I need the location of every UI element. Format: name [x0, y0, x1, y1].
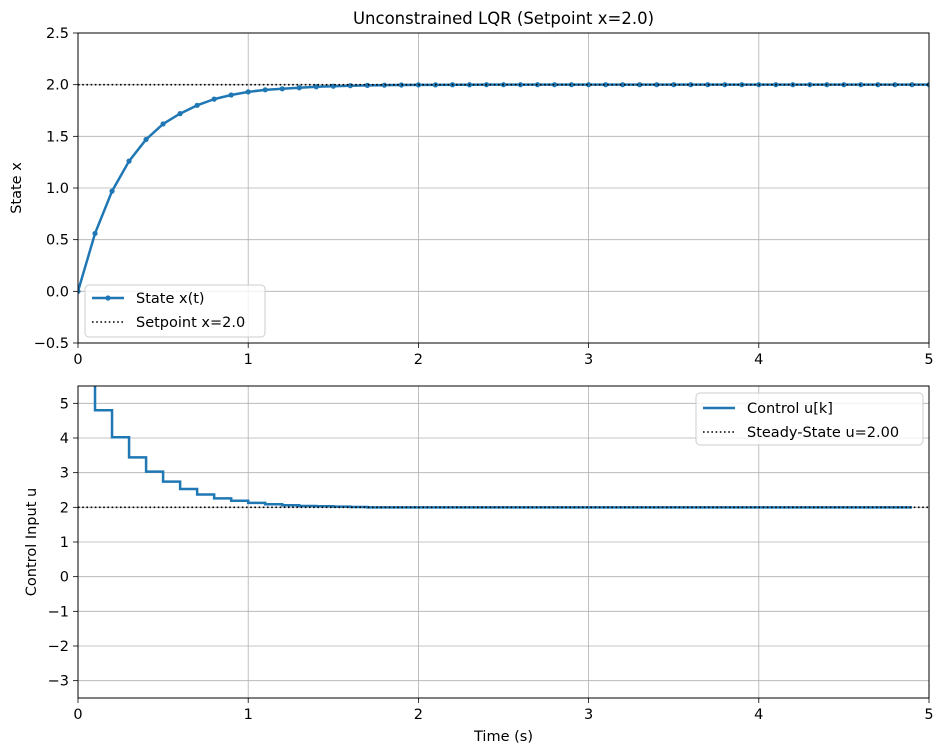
- state-data-point: [177, 111, 183, 117]
- state-legend-label-setpoint: Setpoint x=2.0: [136, 315, 245, 331]
- state-panel: 0 1 2 3 4 5 −0.5 0.0 0.5 1.0 1.5 2.0 2.5 Unconstrai…: [9, 9, 934, 368]
- state-data-point: [160, 121, 166, 127]
- control-y-tick-label: 3: [60, 466, 69, 482]
- state-data-point: [228, 92, 234, 98]
- state-data-point: [194, 102, 200, 108]
- state-y-axis-label: State x: [9, 162, 25, 214]
- state-legend-dot-swatch: [105, 295, 111, 301]
- state-data-point: [262, 87, 268, 93]
- state-y-ticks: −0.5 0.0 0.5 1.0 1.5 2.0 2.5: [34, 26, 78, 352]
- control-x-ticks: 0 1 2 3 4 5: [73, 698, 934, 723]
- control-x-tick-label: 5: [924, 707, 933, 723]
- control-legend-label-control: Control u[k]: [747, 401, 833, 417]
- state-data-point: [92, 230, 98, 237]
- state-chart-title: Unconstrained LQR (Setpoint x=2.0): [353, 9, 654, 28]
- state-legend: State x(t) Setpoint x=2.0: [84, 284, 266, 338]
- state-data-point: [551, 82, 558, 88]
- state-data-point: [671, 82, 677, 88]
- state-y-tick-label: 2.5: [46, 26, 69, 42]
- state-x-tick-label: 5: [924, 352, 933, 368]
- state-y-tick-label: 1.5: [46, 129, 69, 145]
- control-y-ticks: −3 −2 −1 0 1 2 3 4 5: [48, 396, 78, 690]
- control-legend-box: [695, 392, 924, 446]
- state-data-point: [296, 85, 302, 91]
- state-data-point: [126, 158, 132, 164]
- state-x-tick-label: 0: [73, 352, 82, 368]
- control-x-tick-label: 4: [754, 707, 763, 723]
- state-x-tick-label: 2: [414, 352, 423, 368]
- state-y-tick-label: 0.5: [46, 233, 69, 249]
- state-axes-frame: [77, 32, 930, 344]
- state-data-point: [211, 96, 217, 102]
- control-y-axis-label: Control Input u: [24, 488, 40, 596]
- state-data-point: [398, 82, 404, 88]
- control-legend: Control u[k] Steady-State u=2.00: [695, 392, 924, 446]
- control-y-tick-label: −3: [48, 674, 69, 690]
- state-data-point: [143, 136, 149, 143]
- control-y-tick-label: 5: [60, 396, 69, 412]
- state-x-tick-label: 3: [584, 352, 593, 368]
- state-data-point: [705, 82, 711, 88]
- state-y-tick-label: −0.5: [34, 336, 69, 352]
- control-x-tick-label: 0: [73, 707, 82, 723]
- state-data-point: [534, 82, 541, 88]
- control-x-axis-label: Time (s): [473, 729, 533, 745]
- control-y-tick-label: 4: [60, 431, 69, 447]
- control-x-tick-label: 2: [414, 707, 423, 723]
- control-y-tick-label: 2: [60, 500, 69, 516]
- control-legend-label-steady: Steady-State u=2.00: [747, 425, 899, 441]
- state-legend-box: [84, 284, 266, 338]
- state-data-point: [109, 188, 115, 194]
- state-x-ticks: 0 1 2 3 4 5: [73, 343, 934, 368]
- state-data-point: [620, 82, 626, 88]
- state-data-point: [245, 89, 251, 95]
- state-data-point: [78, 288, 81, 294]
- state-y-tick-label: 2.0: [46, 78, 69, 94]
- state-data-point: [858, 82, 864, 88]
- control-plot-area: [78, 386, 929, 509]
- state-data-point: [586, 82, 592, 88]
- state-data-point: [909, 82, 915, 88]
- control-y-tick-label: −2: [48, 639, 69, 655]
- control-y-tick-label: −1: [48, 604, 69, 620]
- control-x-tick-label: 1: [244, 707, 253, 723]
- state-y-tick-label: 1.0: [46, 181, 69, 197]
- state-data-point: [637, 82, 643, 88]
- control-step-series: [93, 386, 912, 509]
- state-x-tick-label: 1: [244, 352, 253, 368]
- state-data-point: [603, 82, 609, 88]
- control-y-tick-label: 1: [60, 535, 69, 551]
- state-legend-label-state: State x(t): [136, 291, 205, 307]
- state-data-point: [892, 82, 898, 88]
- state-data-point: [568, 82, 575, 88]
- control-y-tick-label: 0: [60, 570, 69, 586]
- control-panel: 0 1 2 3 4 5 −3 −2 −1 0 1 2 3 4 5 Time (s) Control Inp…: [24, 385, 934, 745]
- state-plot-area: [78, 82, 929, 294]
- control-axes-frame: [77, 385, 930, 699]
- state-x-tick-label: 4: [754, 352, 763, 368]
- state-y-tick-label: 0.0: [46, 284, 69, 300]
- state-data-point: [654, 82, 660, 88]
- state-data-point: [279, 86, 285, 92]
- state-data-point: [688, 82, 694, 88]
- control-x-tick-label: 3: [584, 707, 593, 723]
- state-data-point: [875, 82, 881, 88]
- state-data-point: [722, 82, 728, 88]
